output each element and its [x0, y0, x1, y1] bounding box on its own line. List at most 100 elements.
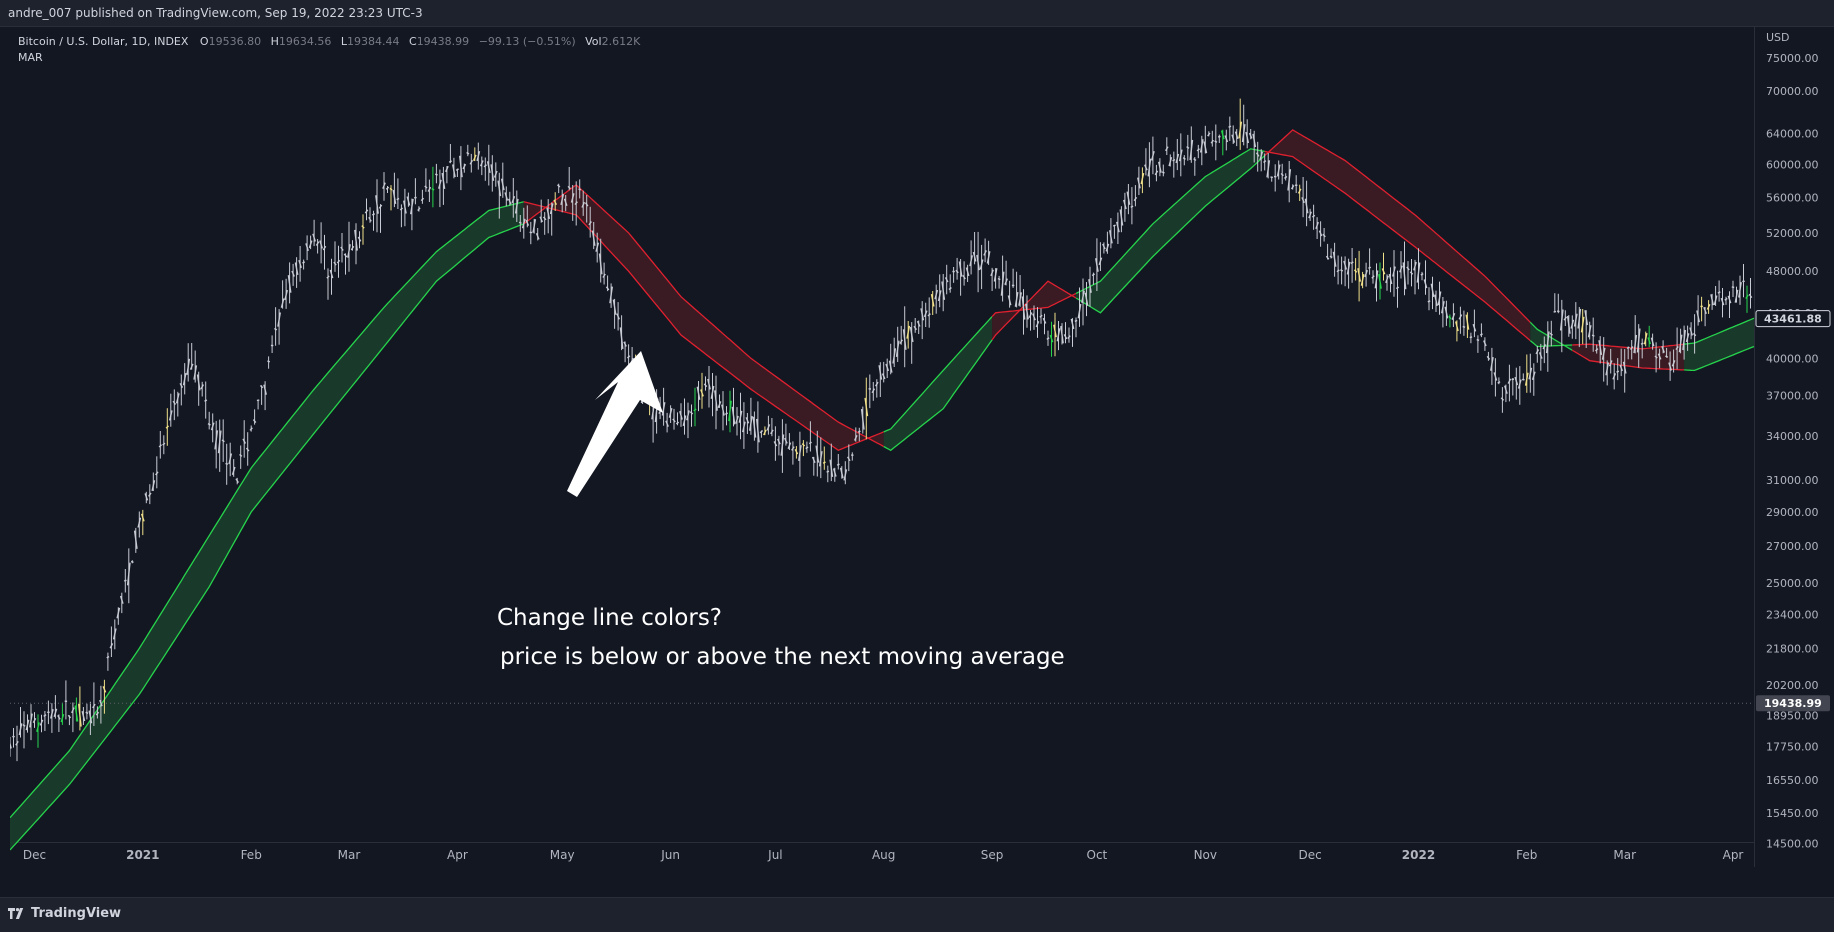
price-candle-body: [208, 424, 210, 425]
price-candle-body: [274, 329, 276, 330]
price-candle-body: [1557, 311, 1559, 312]
price-candle-body: [956, 270, 958, 272]
low-value: 19384.44: [347, 35, 400, 48]
x-tick-label: Jul: [767, 848, 782, 862]
price-candle-body: [1746, 295, 1748, 299]
price-candle-body: [544, 217, 546, 220]
footer-bar: TradingView: [0, 897, 1834, 932]
series-legend: Bitcoin / U.S. Dollar, 1D, INDEX O19536.…: [18, 34, 646, 66]
price-candle-body: [1470, 337, 1472, 338]
price-candle-body: [23, 725, 25, 726]
y-tick-label: 21800.00: [1766, 642, 1819, 655]
price-candle-body: [1480, 334, 1482, 335]
y-tick-label: 64000.00: [1766, 128, 1819, 141]
price-candle-body: [603, 274, 605, 278]
price-candle-body: [914, 326, 916, 330]
volume-label: Vol: [585, 35, 601, 48]
annotation-text: price is below or above the next moving …: [500, 644, 1065, 670]
y-tick-label: 27000.00: [1766, 540, 1819, 553]
price-candle-body: [760, 431, 762, 433]
price-candle-body: [1229, 126, 1231, 127]
price-candle-body: [1340, 270, 1342, 271]
price-candle-body: [247, 448, 249, 451]
price-candle-body: [250, 428, 252, 431]
price-candle-body: [449, 161, 451, 162]
price-candle-body: [1323, 234, 1325, 237]
price-candle-body: [68, 715, 70, 718]
price-candle-body: [690, 412, 692, 414]
price-candle-body: [86, 712, 88, 713]
price-candle-body: [372, 214, 374, 215]
price-candle-body: [1627, 347, 1629, 348]
symbol-title[interactable]: Bitcoin / U.S. Dollar, 1D, INDEX: [18, 35, 188, 48]
price-candle-body: [1113, 225, 1115, 226]
price-candle-body: [257, 400, 259, 401]
x-tick-label: May: [550, 848, 575, 862]
price-candle-body: [379, 205, 381, 208]
price-candle-body: [1477, 340, 1479, 341]
price-candle-body: [627, 356, 629, 358]
price-candle-body: [1592, 335, 1594, 336]
price-candle-body: [1550, 333, 1552, 335]
price-candle-body: [694, 409, 696, 411]
x-tick-label: Dec: [23, 848, 46, 862]
y-tick-label: 20200.00: [1766, 679, 1819, 692]
price-candle-body: [467, 153, 469, 155]
x-tick-label: Oct: [1087, 848, 1108, 862]
price-candle-body: [1372, 276, 1374, 278]
price-candle-body: [1732, 287, 1734, 288]
ma-fast-line: [884, 317, 992, 432]
price-candle-body: [341, 247, 343, 251]
price-candle-body: [1410, 272, 1412, 274]
x-tick-label: Dec: [1298, 848, 1321, 862]
y-tick-label: 25000.00: [1766, 577, 1819, 590]
y-tick-label: 17750.00: [1766, 741, 1819, 754]
y-tick-label: 34000.00: [1766, 430, 1819, 443]
x-tick-label: Feb: [241, 848, 262, 862]
price-candle-body: [809, 442, 811, 443]
price-candle-body: [337, 260, 339, 263]
x-tick-label: 2021: [126, 848, 159, 862]
x-tick-label: Nov: [1194, 848, 1217, 862]
y-tick-label: 16550.00: [1766, 774, 1819, 787]
price-candle-body: [222, 440, 224, 442]
ma-band-bull: [10, 202, 524, 850]
indicator-name[interactable]: MAR: [18, 50, 646, 66]
price-candle-body: [1068, 336, 1070, 339]
price-candle-body: [558, 185, 560, 187]
price-candle-body: [1292, 185, 1294, 189]
price-candle-body: [390, 189, 392, 190]
price-candle-body: [1463, 327, 1465, 328]
price-candle-body: [837, 464, 839, 465]
price-candle-body: [1725, 298, 1727, 300]
price-candle-body: [435, 174, 437, 175]
price-candle-body: [1047, 338, 1049, 339]
publish-info: andre_007 published on TradingView.com, …: [0, 6, 423, 20]
price-candle-body: [1075, 321, 1077, 322]
price-candle-body: [159, 445, 161, 447]
price-candle-body: [949, 288, 951, 290]
tradingview-logo[interactable]: TradingView: [8, 906, 121, 921]
price-candle-body: [362, 226, 364, 229]
ma-fast-line: [1265, 151, 1531, 340]
price-chart[interactable]: 75000.0070000.0064000.0060000.0056000.00…: [10, 27, 1834, 867]
price-candle-body: [579, 189, 581, 190]
price-candle-body: [1693, 334, 1695, 336]
x-tick-label: Sep: [981, 848, 1004, 862]
publish-header: andre_007 published on TradingView.com, …: [0, 0, 1834, 27]
price-candle-body: [1641, 343, 1643, 344]
price-candle-body: [365, 210, 367, 213]
price-candle-body: [1749, 294, 1751, 297]
price-candle-body: [1183, 158, 1185, 160]
price-candle-body: [260, 386, 262, 388]
y-tick-label: 48000.00: [1766, 265, 1819, 278]
y-tick-label: 60000.00: [1766, 159, 1819, 172]
currency-label: USD: [1766, 31, 1790, 44]
price-candle-body: [1449, 316, 1451, 318]
price-candle-body: [1285, 176, 1287, 178]
price-candle-body: [131, 562, 133, 563]
y-tick-label: 31000.00: [1766, 474, 1819, 487]
price-candle-body: [344, 254, 346, 257]
